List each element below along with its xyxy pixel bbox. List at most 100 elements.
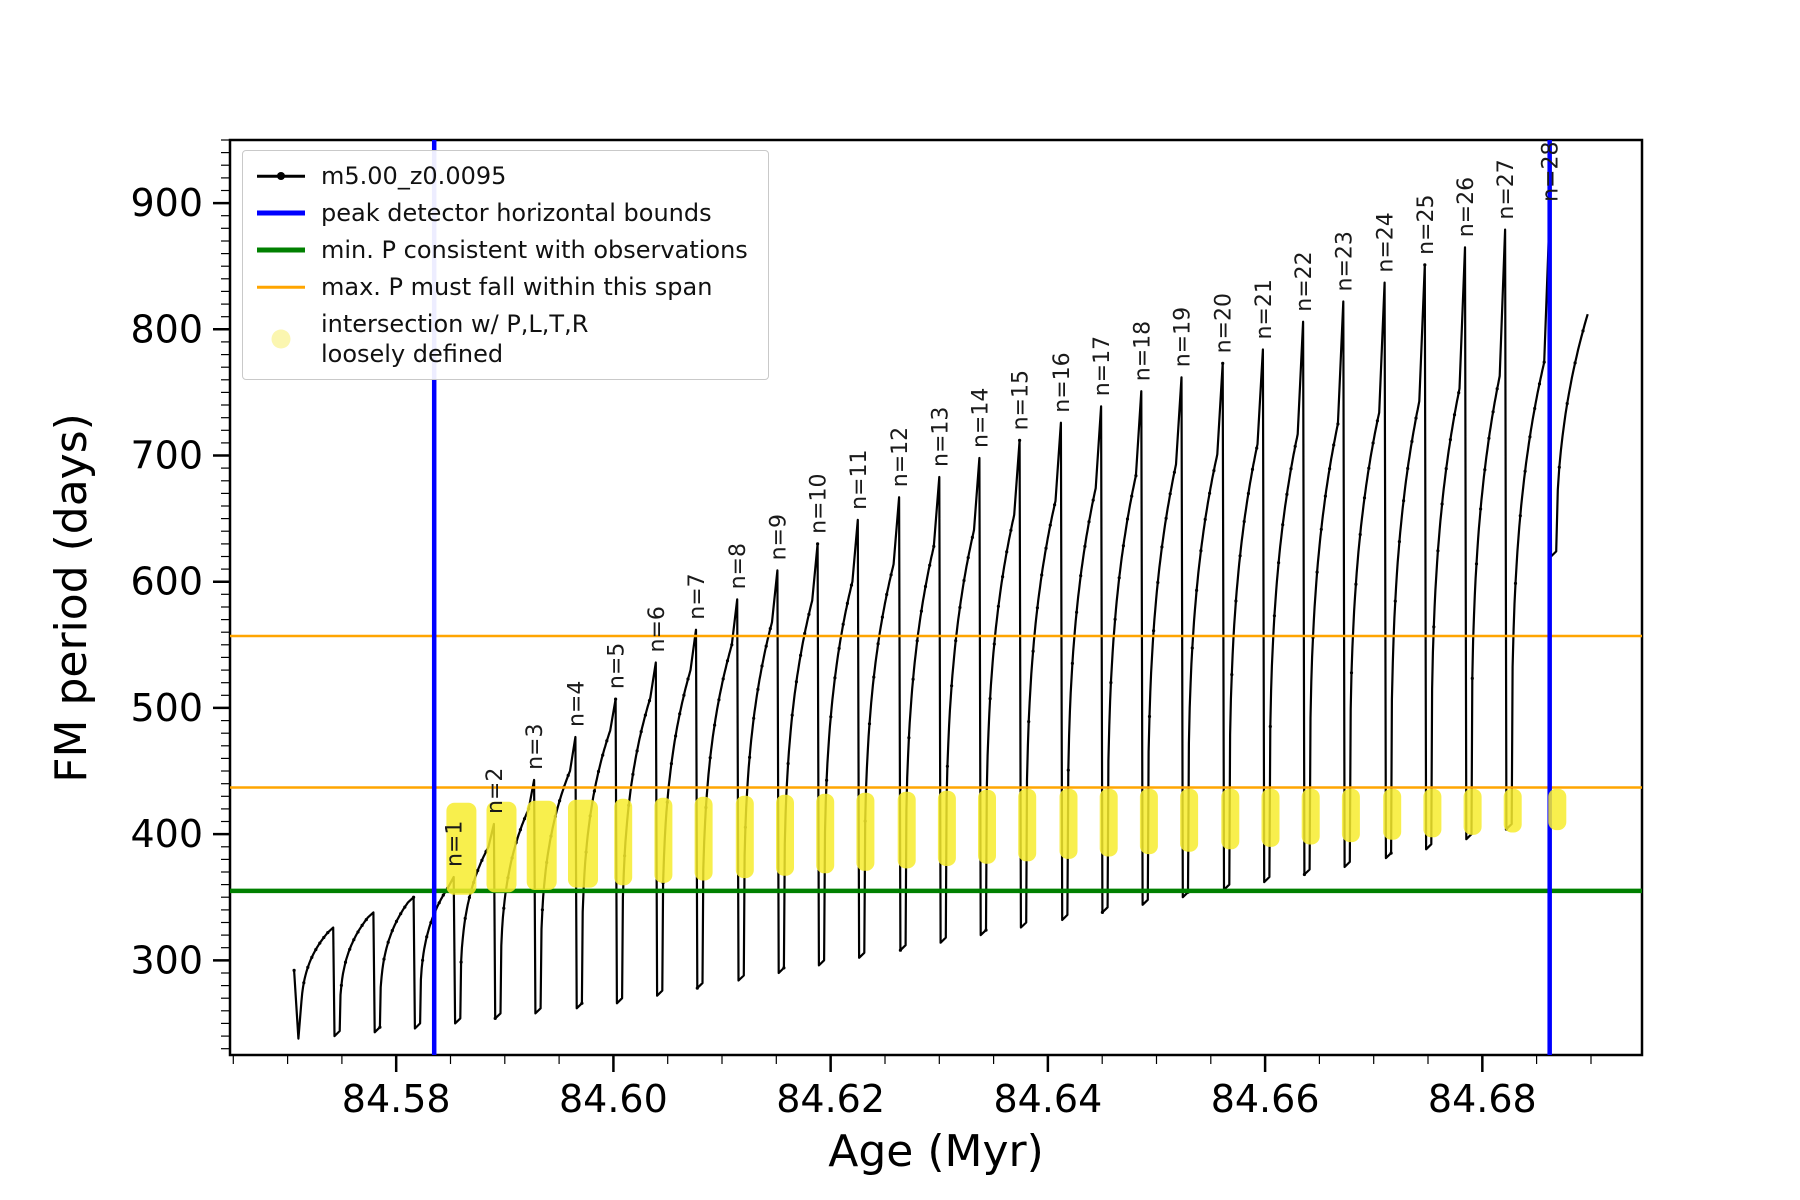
series-point	[1075, 610, 1079, 614]
series-point	[1044, 546, 1048, 550]
series-point	[1027, 720, 1031, 724]
x-tick-label: 84.62	[776, 1077, 885, 1121]
intersection-blob	[568, 799, 598, 888]
legend-item-max-p: max. P must fall within this span	[255, 272, 748, 302]
peak-label: n=24	[1374, 212, 1399, 272]
series-point	[807, 612, 811, 617]
intersection-blob	[937, 790, 956, 866]
series-point	[382, 957, 386, 961]
green-line-marker	[255, 237, 307, 263]
intersection-blob	[978, 789, 996, 864]
series-point	[463, 916, 467, 921]
series-point	[437, 901, 441, 905]
peak-label: n=22	[1292, 251, 1317, 311]
series-point	[1537, 382, 1542, 386]
series-point	[915, 639, 919, 643]
series-point	[845, 601, 850, 606]
series-point	[1001, 575, 1005, 579]
series-point	[1250, 467, 1255, 471]
series-point	[1315, 570, 1319, 574]
intersection-blob	[694, 796, 713, 881]
series-point	[476, 868, 480, 873]
series-point	[880, 615, 885, 619]
intersection-blob	[1463, 788, 1482, 835]
intersection-blob	[1423, 788, 1442, 838]
series-point	[1448, 438, 1452, 442]
series-point	[322, 935, 326, 940]
series-point	[1523, 469, 1527, 473]
series-point	[1328, 467, 1332, 471]
series-point	[1091, 498, 1095, 502]
series-point	[1203, 517, 1207, 522]
series-point	[1479, 507, 1483, 511]
series-point	[1367, 466, 1371, 470]
peak-label: n=2	[483, 768, 508, 814]
series-point	[566, 773, 570, 778]
intersection-blob	[1221, 788, 1240, 850]
series-point	[717, 698, 721, 702]
series-point	[988, 697, 992, 701]
series-point	[1528, 435, 1532, 439]
series-point	[1452, 413, 1457, 417]
series-point	[1152, 629, 1156, 633]
legend-label-intersection: intersection w/ P,L,T,R loosely defined	[321, 310, 589, 368]
intersection-blob	[1383, 788, 1402, 840]
series-point	[876, 642, 880, 646]
series-point	[1457, 391, 1461, 395]
peak-label: n=9	[766, 514, 791, 560]
series-point	[596, 769, 601, 774]
series-point	[1125, 517, 1130, 521]
series-point	[867, 722, 872, 726]
series-point	[1277, 561, 1281, 565]
series-point	[1238, 554, 1242, 558]
series-point	[1406, 466, 1410, 471]
series-point	[829, 715, 833, 719]
series-point	[1242, 519, 1246, 524]
legend-item-intersection: intersection w/ P,L,T,R loosely defined	[255, 309, 748, 369]
series-point	[1285, 492, 1289, 496]
series-point	[310, 955, 314, 960]
legend-label-peak-bounds: peak detector horizontal bounds	[321, 199, 712, 227]
series-point	[1134, 474, 1138, 478]
legend-label-series: m5.00_z0.0095	[321, 162, 507, 190]
series-point	[1190, 646, 1194, 650]
y-axis-label: FM period (days)	[46, 413, 97, 783]
series-point	[945, 764, 950, 768]
series-point	[686, 677, 690, 681]
series-point	[1234, 599, 1238, 603]
intersection-blob	[776, 794, 794, 876]
series-point	[970, 535, 975, 540]
series-point	[1397, 540, 1401, 544]
peak-label: n=10	[807, 474, 832, 534]
peak-label: n=14	[968, 388, 993, 448]
series-point	[1423, 263, 1427, 267]
series-point	[1121, 544, 1125, 548]
series-point	[837, 646, 841, 651]
series-point	[682, 693, 686, 697]
series-point	[1542, 360, 1546, 364]
series-point	[1289, 467, 1293, 471]
peak-label: n=20	[1212, 293, 1237, 353]
yellow-dot-marker	[255, 326, 307, 352]
series-point	[1018, 438, 1022, 442]
peak-label: n=21	[1252, 279, 1277, 339]
series-point	[1483, 468, 1487, 472]
series-point	[799, 653, 803, 658]
y-tick-label: 900	[130, 181, 203, 225]
y-tick-label: 400	[130, 812, 203, 856]
y-tick-label: 600	[130, 560, 203, 604]
series-point	[1533, 406, 1537, 411]
series-point	[1087, 520, 1091, 524]
series-point	[950, 684, 954, 688]
intersection-blob	[1018, 788, 1037, 862]
peak-label: n=7	[685, 573, 710, 619]
series-point	[1208, 491, 1212, 495]
series-point	[1293, 444, 1297, 448]
series-point	[643, 713, 648, 717]
series-point	[1323, 494, 1327, 498]
series-point	[522, 817, 527, 821]
series-point	[889, 573, 893, 577]
series-point	[540, 908, 545, 912]
series-point	[1117, 576, 1121, 580]
series-point	[1393, 599, 1397, 603]
